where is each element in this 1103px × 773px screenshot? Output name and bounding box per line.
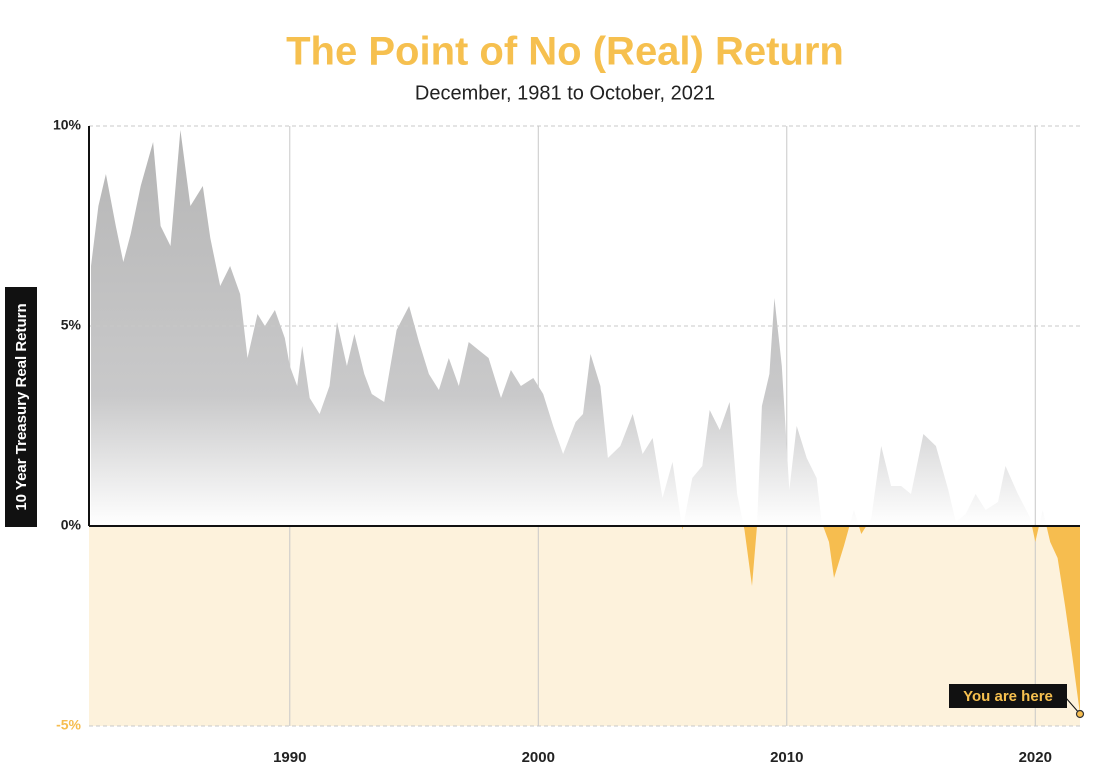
- x-tick-label: 2000: [522, 749, 555, 766]
- annotation: You are here: [963, 688, 1053, 705]
- x-tick-label: 2020: [1019, 749, 1052, 766]
- area: [91, 130, 1080, 714]
- current-point: [1075, 709, 1085, 719]
- x-tick-label: 2010: [770, 749, 803, 766]
- y-tick-label: 10%: [53, 117, 82, 133]
- negative-zone: [89, 526, 1080, 726]
- chart-title: The Point of No (Real) Return: [286, 30, 844, 74]
- annotation-box: [949, 684, 1067, 708]
- y-axis-title-group: 10 Year Treasury Real Return: [5, 287, 37, 527]
- y-axis-title: 10 Year Treasury Real Return: [13, 303, 30, 510]
- y-tick-label: -5%: [56, 717, 81, 733]
- chart-subtitle: December, 1981 to October, 2021: [415, 82, 715, 104]
- y-tick-label: 5%: [61, 317, 82, 333]
- y-axis-title-box: [5, 287, 37, 527]
- x-tick-label: 1990: [273, 749, 306, 766]
- y-tick-label: 0%: [61, 517, 82, 533]
